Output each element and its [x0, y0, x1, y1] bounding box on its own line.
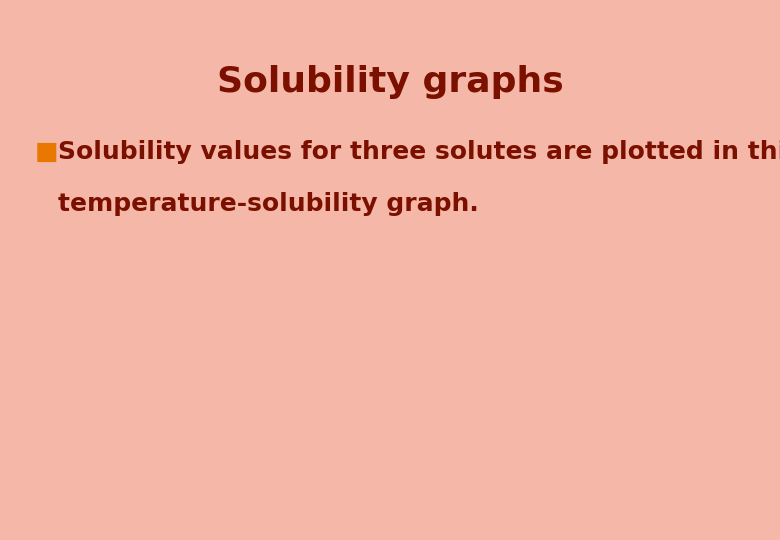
Text: Solubility values for three solutes are plotted in this: Solubility values for three solutes are … [58, 140, 780, 164]
Text: ■: ■ [35, 140, 58, 164]
Text: temperature-solubility graph.: temperature-solubility graph. [58, 192, 479, 215]
Text: Solubility graphs: Solubility graphs [217, 65, 563, 99]
